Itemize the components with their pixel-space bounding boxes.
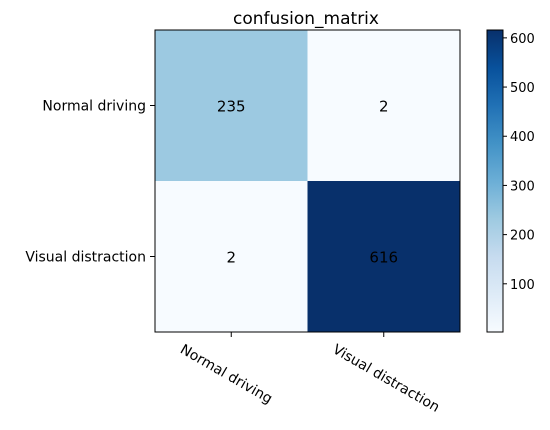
colorbar bbox=[486, 29, 504, 333]
cell-value-label: 235 bbox=[217, 98, 246, 116]
cell-value-label: 2 bbox=[226, 249, 236, 267]
colorbar-tick-label: 500 bbox=[510, 81, 535, 96]
matrix-cells bbox=[155, 30, 460, 332]
chart-title: confusion_matrix bbox=[233, 9, 379, 29]
colorbar-ticks: 100 200 300 400 500 600 bbox=[503, 32, 535, 293]
cell-value-label: 616 bbox=[369, 249, 398, 267]
colorbar-tick-label: 100 bbox=[510, 278, 535, 293]
colorbar-tick-label: 400 bbox=[510, 130, 535, 145]
colorbar-tick-label: 200 bbox=[510, 229, 535, 244]
y-tick-label: Visual distraction bbox=[25, 250, 146, 266]
cell-value-labels: 235 2 2 616 bbox=[217, 98, 398, 267]
y-axis-ticks: Normal driving Visual distraction bbox=[25, 99, 155, 266]
cell-value-label: 2 bbox=[379, 98, 389, 116]
matrix-cell bbox=[155, 181, 308, 332]
x-tick-label: Visual distraction bbox=[330, 342, 442, 416]
matrix-cell bbox=[307, 30, 460, 181]
plot-frame bbox=[154, 29, 461, 333]
y-tick-label: Normal driving bbox=[42, 99, 146, 115]
x-axis-ticks: Normal driving Visual distraction bbox=[177, 332, 442, 416]
colorbar-tick-label: 600 bbox=[510, 32, 535, 47]
matrix-cell bbox=[155, 30, 308, 181]
matrix-cell bbox=[307, 181, 460, 332]
x-tick-label: Normal driving bbox=[177, 342, 275, 408]
colorbar-tick-label: 300 bbox=[510, 179, 535, 194]
